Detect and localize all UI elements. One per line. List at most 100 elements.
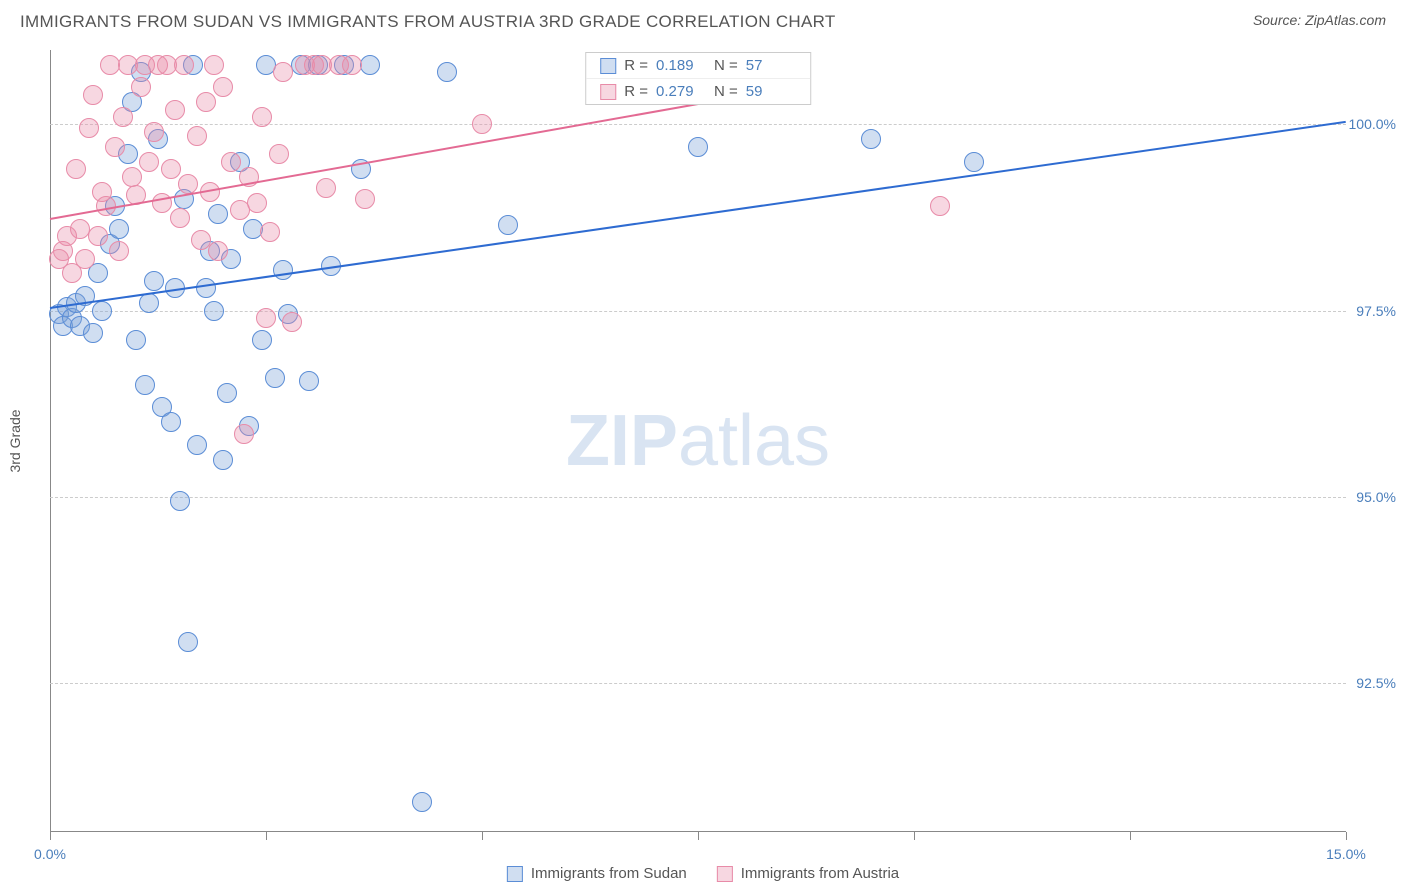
scatter-point <box>170 208 190 228</box>
x-tick <box>266 832 267 840</box>
scatter-point <box>213 77 233 97</box>
scatter-point <box>688 137 708 157</box>
series-legend-item: Immigrants from Austria <box>717 865 899 882</box>
legend-swatch <box>600 58 616 74</box>
x-tick <box>1130 832 1131 840</box>
scatter-point <box>170 491 190 511</box>
n-value: 57 <box>746 57 796 74</box>
scatter-point <box>260 222 280 242</box>
scatter-point <box>109 241 129 261</box>
scatter-point <box>252 330 272 350</box>
r-label: R = <box>624 57 648 74</box>
scatter-point <box>122 167 142 187</box>
chart-area: ZIPatlas 92.5%95.0%97.5%100.0% R =0.189N… <box>50 50 1346 832</box>
scatter-point <box>964 152 984 172</box>
scatter-point <box>252 107 272 127</box>
grid-line <box>50 497 1346 498</box>
scatter-point <box>221 152 241 172</box>
legend-swatch <box>507 866 523 882</box>
y-axis-label: 3rd Grade <box>7 409 23 472</box>
scatter-point <box>498 215 518 235</box>
x-tick-label: 0.0% <box>34 846 66 862</box>
scatter-point <box>472 114 492 134</box>
scatter-point <box>161 412 181 432</box>
r-value: 0.189 <box>656 57 706 74</box>
n-value: 59 <box>746 83 796 100</box>
scatter-point <box>88 226 108 246</box>
x-tick <box>482 832 483 840</box>
legend-swatch <box>717 866 733 882</box>
y-tick-label: 100.0% <box>1349 116 1396 132</box>
r-value: 0.279 <box>656 83 706 100</box>
scatter-point <box>178 632 198 652</box>
scatter-point <box>196 92 216 112</box>
scatter-point <box>79 118 99 138</box>
scatter-point <box>299 371 319 391</box>
scatter-point <box>204 301 224 321</box>
scatter-point <box>355 189 375 209</box>
scatter-point <box>105 137 125 157</box>
scatter-point <box>165 100 185 120</box>
n-label: N = <box>714 83 738 100</box>
y-tick-label: 92.5% <box>1356 675 1396 691</box>
scatter-point <box>196 278 216 298</box>
grid-line <box>50 124 1346 125</box>
x-tick-label: 15.0% <box>1326 846 1366 862</box>
scatter-point <box>204 55 224 75</box>
grid-line <box>50 683 1346 684</box>
series-legend-label: Immigrants from Sudan <box>531 865 687 882</box>
scatter-point <box>265 368 285 388</box>
series-legend: Immigrants from Sudan Immigrants from Aus… <box>507 865 899 882</box>
scatter-point <box>273 62 293 82</box>
scatter-point <box>187 435 207 455</box>
scatter-point <box>256 308 276 328</box>
grid-line <box>50 311 1346 312</box>
chart-title: IMMIGRANTS FROM SUDAN VS IMMIGRANTS FROM… <box>20 12 836 32</box>
scatter-point <box>930 196 950 216</box>
scatter-point <box>247 193 267 213</box>
scatter-point <box>139 293 159 313</box>
x-tick <box>50 832 51 840</box>
scatter-point <box>144 122 164 142</box>
scatter-point <box>282 312 302 332</box>
series-legend-item: Immigrants from Sudan <box>507 865 687 882</box>
stats-legend: R = 0.189 N = 57 R = 0.279 N = 59 <box>585 52 811 105</box>
scatter-point <box>187 126 207 146</box>
scatter-point <box>144 271 164 291</box>
header: IMMIGRANTS FROM SUDAN VS IMMIGRANTS FROM… <box>0 0 1406 40</box>
x-tick <box>698 832 699 840</box>
scatter-point <box>75 249 95 269</box>
scatter-point <box>273 260 293 280</box>
scatter-point <box>269 144 289 164</box>
y-tick-label: 97.5% <box>1356 303 1396 319</box>
scatter-point <box>360 55 380 75</box>
scatter-point <box>161 159 181 179</box>
scatter-point <box>83 323 103 343</box>
stats-legend-row: R = 0.189 N = 57 <box>586 53 810 79</box>
scatter-point <box>213 450 233 470</box>
r-label: R = <box>624 83 648 100</box>
scatter-point <box>131 77 151 97</box>
legend-swatch <box>600 84 616 100</box>
scatter-point <box>437 62 457 82</box>
scatter-point <box>92 301 112 321</box>
scatter-point <box>83 85 103 105</box>
scatter-point <box>208 204 228 224</box>
scatter-point <box>316 178 336 198</box>
scatter-point <box>412 792 432 812</box>
scatter-point <box>217 383 237 403</box>
n-label: N = <box>714 57 738 74</box>
x-tick <box>914 832 915 840</box>
scatter-point <box>861 129 881 149</box>
scatter-point <box>135 375 155 395</box>
x-tick <box>1346 832 1347 840</box>
scatter-point <box>139 152 159 172</box>
scatter-point <box>126 330 146 350</box>
scatter-point <box>208 241 228 261</box>
y-tick-label: 95.0% <box>1356 489 1396 505</box>
scatter-point <box>113 107 133 127</box>
scatter-point <box>234 424 254 444</box>
stats-legend-row: R = 0.279 N = 59 <box>586 79 810 104</box>
scatter-point <box>342 55 362 75</box>
scatter-point <box>66 159 86 179</box>
